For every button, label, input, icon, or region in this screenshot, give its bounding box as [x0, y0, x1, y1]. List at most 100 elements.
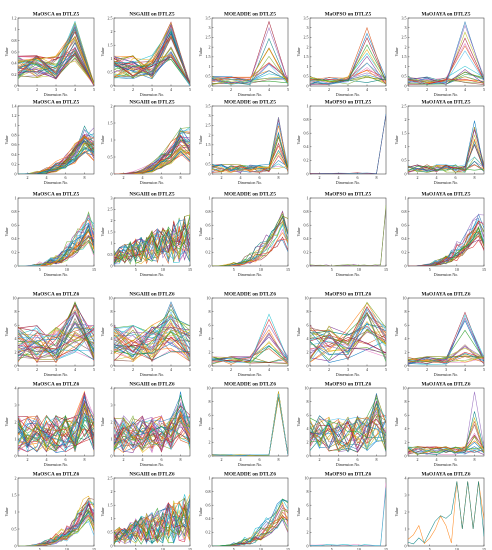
series-line — [212, 131, 288, 172]
series-line — [212, 63, 288, 85]
series-line — [114, 35, 190, 84]
x-tick-label: 4 — [74, 367, 76, 372]
series-group — [18, 495, 94, 546]
y-tick-label: 0.5 — [402, 74, 407, 79]
series-line — [310, 418, 386, 448]
y-tick-label: 1 — [405, 195, 407, 200]
series-line — [18, 304, 94, 348]
subplot-title: MaOJAYA on DTLZ5 — [422, 100, 471, 106]
y-tick-label: 8 — [209, 309, 211, 314]
y-tick-label: 0.2 — [206, 530, 211, 535]
series-line — [114, 51, 190, 85]
x-axis-label: Dimension No. — [238, 92, 262, 97]
y-tick-label: 6 — [209, 413, 211, 418]
series-group — [212, 117, 288, 173]
series-line — [310, 418, 386, 449]
y-tick-label: 0 — [405, 83, 407, 88]
subplot-title: NSGAIII on DTLZ5 — [129, 192, 175, 198]
subplot-title: MOEADDE on DTLZ5 — [224, 100, 276, 106]
y-tick-label: 1.2 — [12, 15, 17, 20]
series-line — [310, 394, 386, 446]
series-line — [114, 332, 190, 355]
y-tick-label: 2 — [209, 440, 211, 445]
x-tick-label: 8 — [278, 175, 280, 180]
x-tick-label: 10 — [259, 267, 263, 272]
y-axis-label: Value — [198, 327, 203, 336]
x-tick-label: 3 — [347, 87, 349, 92]
y-tick-label: 3.5 — [304, 15, 309, 20]
series-line — [18, 408, 94, 453]
series-line — [18, 46, 94, 86]
y-tick-label: 2.5 — [206, 35, 211, 40]
y-tick-label: 0.6 — [12, 142, 17, 147]
y-tick-label: 3 — [405, 492, 407, 497]
y-tick-label: 1 — [111, 137, 113, 142]
series-line — [408, 24, 484, 85]
subplot-title: MaOJAYA on DTLZ5 — [422, 12, 471, 18]
y-axis-label: Value — [4, 507, 9, 516]
y-tick-label: 1 — [15, 436, 17, 441]
series-line — [114, 338, 190, 362]
y-tick-label: 4 — [209, 426, 211, 431]
y-tick-label: 0 — [111, 363, 113, 368]
series-line — [114, 417, 190, 450]
series-line — [310, 324, 386, 336]
x-tick-label: 6 — [455, 457, 457, 462]
x-tick-label: 3 — [249, 367, 251, 372]
y-tick-label: 0 — [15, 171, 17, 176]
series-line — [310, 26, 386, 84]
y-tick-label: 1 — [15, 509, 17, 514]
series-line — [18, 327, 94, 360]
x-axis-label: Dimension No. — [140, 180, 164, 185]
x-tick-label: 2 — [417, 457, 419, 462]
y-axis-label: Value — [198, 135, 203, 144]
x-tick-label: 2 — [426, 87, 428, 92]
x-tick-label: 10 — [65, 547, 69, 550]
y-axis-label: Value — [100, 327, 105, 336]
y-axis-label: Value — [4, 417, 9, 426]
x-tick-label: 5 — [331, 547, 333, 550]
y-tick-label: 0.6 — [402, 223, 407, 228]
series-line — [18, 42, 94, 86]
x-tick-label: 4 — [366, 87, 368, 92]
series-line — [310, 113, 386, 174]
x-tick-label: 10 — [357, 547, 361, 550]
x-tick-label: 2 — [36, 87, 38, 92]
y-axis-label: Value — [100, 135, 105, 144]
y-tick-label: 1.5 — [108, 229, 113, 234]
series-line — [114, 32, 190, 86]
series-line — [408, 356, 484, 363]
y-tick-label: 1 — [405, 64, 407, 69]
x-tick-label: 15 — [92, 267, 96, 272]
y-tick-label: 3.5 — [206, 15, 211, 20]
series-line — [408, 156, 484, 172]
series-line — [18, 325, 94, 363]
series-line — [310, 331, 386, 355]
y-tick-label: 1 — [307, 103, 309, 108]
x-tick-label: 8 — [84, 175, 86, 180]
y-tick-label: 0.5 — [108, 70, 113, 75]
y-axis-label: Value — [394, 507, 399, 516]
y-tick-label: 0.2 — [304, 250, 309, 255]
series-line — [114, 36, 190, 84]
x-tick-label: 4 — [142, 175, 144, 180]
series-line — [114, 228, 190, 262]
series-line — [408, 357, 484, 365]
y-tick-label: 10 — [207, 385, 211, 390]
x-tick-label: 10 — [455, 267, 459, 272]
subplot-title: MaOPSO on DTLZ6 — [325, 292, 372, 298]
y-tick-label: 0.4 — [304, 144, 309, 149]
x-tick-label: 3 — [55, 87, 57, 92]
y-axis-label: Value — [100, 507, 105, 516]
series-line — [310, 334, 386, 363]
y-tick-label: 8 — [405, 399, 407, 404]
y-tick-label: 1.5 — [402, 54, 407, 59]
x-axis-label: Dimension No. — [44, 372, 68, 377]
y-tick-label: 2 — [111, 29, 113, 34]
y-tick-label: 3.5 — [402, 15, 407, 20]
x-axis-label: Dimension No. — [336, 272, 360, 277]
x-tick-label: 5 — [189, 367, 191, 372]
y-axis-label: Value — [296, 327, 301, 336]
y-tick-label: 0 — [405, 263, 407, 268]
subplot-title: NSGAIII on DTLZ5 — [129, 100, 175, 106]
